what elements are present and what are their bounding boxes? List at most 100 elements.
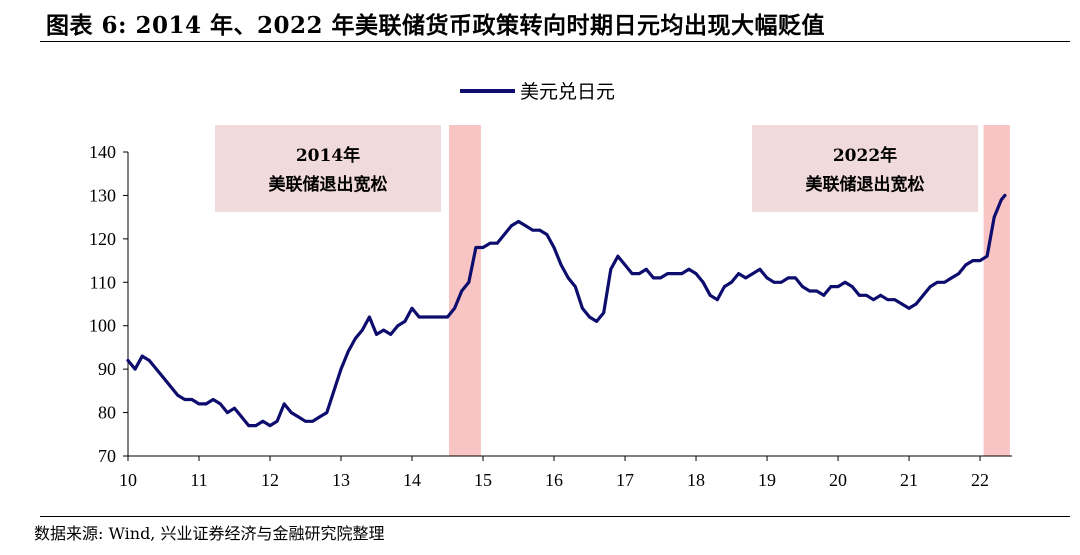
x-tick-label-2016: 16 [545, 470, 563, 490]
y-tick-label-130: 130 [89, 185, 116, 205]
series-point-0-21 [275, 419, 279, 423]
series-point-0-30 [339, 367, 343, 371]
series-point-0-28 [325, 411, 329, 414]
series-point-0-107 [886, 298, 890, 302]
series-point-0-0 [126, 359, 130, 362]
series-point-0-116 [950, 276, 954, 280]
series-point-0-76 [666, 272, 670, 275]
series-point-0-49 [474, 246, 478, 249]
series-point-0-78 [680, 272, 684, 275]
annotation-2014-label: 美联储退出宽松 [269, 174, 388, 195]
series-point-0-63 [573, 285, 577, 289]
series-point-0-67 [602, 311, 606, 315]
x-tick-label-2010: 10 [119, 470, 137, 490]
shaded-period-1 [983, 125, 1010, 456]
figure-title: 图表 6: 2014 年、2022 年美联储货币政策转向时期日元均出现大幅贬值 [46, 12, 826, 39]
series-point-0-47 [460, 289, 464, 293]
annotation-2014-year: 2014年 [296, 145, 360, 166]
series-point-0-62 [566, 276, 570, 280]
x-tick-label-2012: 12 [261, 470, 279, 490]
y-tick-label-100: 100 [89, 316, 116, 336]
legend-label: 美元兑日元 [520, 81, 615, 103]
series-point-0-3 [147, 359, 151, 362]
series-point-0-15 [233, 406, 236, 410]
series-line-0 [126, 193, 1007, 428]
series-point-0-74 [652, 276, 655, 280]
series-point-0-25 [304, 419, 307, 423]
series-layer [126, 193, 1007, 428]
series-point-0-48 [467, 280, 471, 284]
series-point-0-70 [623, 263, 627, 267]
series-point-0-106 [879, 293, 883, 297]
y-tick-label-90: 90 [98, 359, 116, 379]
series-point-0-110 [907, 306, 911, 310]
series-point-0-61 [559, 263, 563, 267]
x-tick-label-2014: 14 [403, 470, 421, 490]
series-point-0-114 [936, 280, 939, 284]
series-point-0-64 [581, 306, 584, 310]
series-point-0-16 [240, 415, 244, 419]
shaded-period-0 [448, 125, 481, 456]
series-point-0-40 [410, 306, 414, 310]
series-point-0-42 [424, 315, 428, 319]
x-tick-label-2015: 15 [474, 470, 492, 490]
series-point-0-4 [155, 367, 158, 371]
series-point-0-65 [588, 315, 591, 319]
series-point-0-23 [289, 411, 293, 414]
series-point-0-87 [744, 276, 748, 280]
series-point-0-10 [197, 402, 201, 406]
series-point-0-39 [403, 319, 407, 323]
x-tick-label-2011: 11 [190, 470, 207, 490]
series-point-0-36 [382, 328, 386, 332]
series-point-0-103 [857, 293, 861, 297]
series-point-0-90 [765, 276, 769, 280]
x-tick-label-2021: 21 [900, 470, 918, 490]
x-tick-label-2018: 18 [687, 470, 705, 490]
series-point-0-68 [609, 267, 613, 271]
series-point-0-86 [737, 272, 741, 275]
series-point-0-88 [751, 272, 755, 275]
series-point-0-22 [282, 402, 286, 406]
series-point-0-98 [822, 293, 826, 297]
annotation-2022-year: 2022年 [833, 145, 897, 166]
series-point-0-109 [900, 302, 904, 306]
series-point-0-113 [928, 285, 932, 289]
annotation-2014-box [215, 125, 441, 212]
series-point-0-18 [254, 424, 258, 427]
series-point-0-43 [431, 315, 435, 319]
series-point-0-121 [985, 254, 989, 258]
series-point-0-69 [616, 254, 620, 258]
title-rule [40, 41, 1070, 42]
y-tick-label-120: 120 [89, 229, 116, 249]
series-point-0-77 [673, 272, 677, 275]
series-point-0-82 [708, 293, 712, 297]
series-point-0-119 [971, 259, 975, 262]
series-point-0-66 [595, 319, 599, 323]
series-point-0-60 [552, 246, 556, 249]
series-point-0-59 [545, 233, 549, 236]
series-point-0-123 [999, 198, 1003, 202]
y-tick-label-70: 70 [98, 446, 116, 466]
y-tick-label-110: 110 [90, 272, 116, 292]
series-point-0-108 [893, 298, 897, 302]
source-rule [40, 516, 1070, 517]
series-point-0-104 [865, 293, 868, 297]
series-point-0-97 [815, 289, 819, 293]
series-point-0-85 [730, 280, 733, 284]
y-tick-label-140: 140 [89, 142, 116, 162]
series-point-0-96 [808, 289, 812, 293]
series-point-0-91 [772, 280, 776, 284]
series-point-0-41 [417, 315, 421, 319]
series-point-0-7 [176, 393, 180, 397]
series-point-0-29 [332, 389, 336, 393]
series-point-0-14 [226, 411, 229, 414]
series-point-0-94 [794, 276, 797, 280]
series-point-0-102 [850, 285, 854, 289]
annotation-2022-label: 美联储退出宽松 [806, 174, 925, 195]
series-point-0-27 [318, 415, 322, 419]
series-point-0-71 [630, 272, 634, 275]
series-point-0-51 [488, 241, 492, 245]
series-point-0-112 [921, 293, 925, 297]
series-point-0-32 [353, 337, 357, 341]
series-point-0-56 [524, 224, 528, 228]
